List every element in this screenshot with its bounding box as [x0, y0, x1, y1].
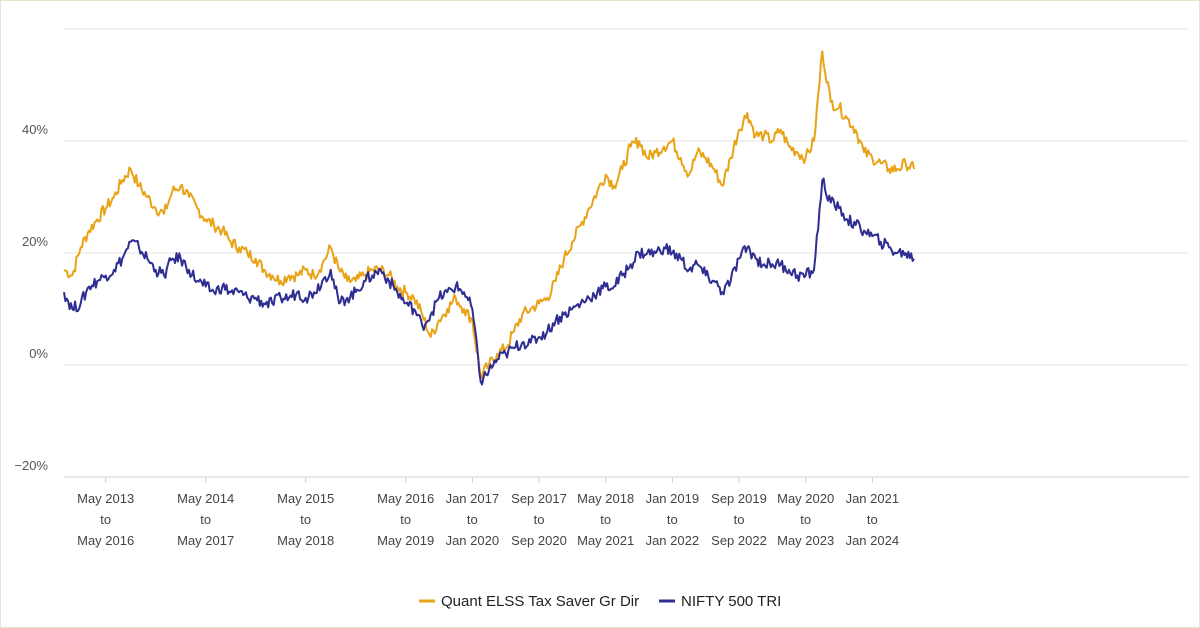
x-tick-label: Jan 2019 to Jan 2022 [646, 491, 700, 548]
y-tick-label: 40% [22, 122, 48, 137]
series-lines [63, 50, 915, 386]
series-line-nifty-500-tri [63, 177, 915, 386]
gridlines [64, 28, 1189, 478]
y-tick-label: 20% [22, 234, 48, 249]
x-tick-label: May 2015 to May 2018 [277, 491, 334, 548]
x-tick-label: May 2018 to May 2021 [577, 491, 634, 548]
legend-label: NIFTY 500 TRI [681, 593, 781, 610]
x-tick-label: May 2014 to May 2017 [177, 491, 234, 548]
y-tick-label: 0% [29, 346, 48, 361]
x-tick-label: May 2013 to May 2016 [77, 491, 134, 548]
y-axis-ticks: −20% 0% 20% 40% [14, 122, 48, 473]
x-tick-label: May 2016 to May 2019 [377, 491, 434, 548]
x-axis-ticks: May 2013 to May 2016 May 2014 to May 2017 May … [77, 477, 899, 548]
x-tick-label: Jan 2017 to Jan 2020 [446, 491, 500, 548]
x-tick-label: Sep 2017 to Sep 2020 [511, 491, 567, 548]
legend-label: Quant ELSS Tax Saver Gr Dir [441, 593, 639, 610]
x-tick-label: Sep 2019 to Sep 2022 [711, 491, 767, 548]
series-line-quant-elss [63, 50, 915, 379]
x-tick-label: Jan 2021 to Jan 2024 [846, 491, 900, 548]
legend-item[interactable]: Quant ELSS Tax Saver Gr Dir [419, 593, 639, 610]
legend-item[interactable]: NIFTY 500 TRI [659, 593, 781, 610]
y-tick-label: −20% [14, 458, 48, 473]
legend[interactable]: Quant ELSS Tax Saver Gr Dir NIFTY 500 TRI [419, 593, 781, 610]
x-tick-label: May 2020 to May 2023 [777, 491, 834, 548]
